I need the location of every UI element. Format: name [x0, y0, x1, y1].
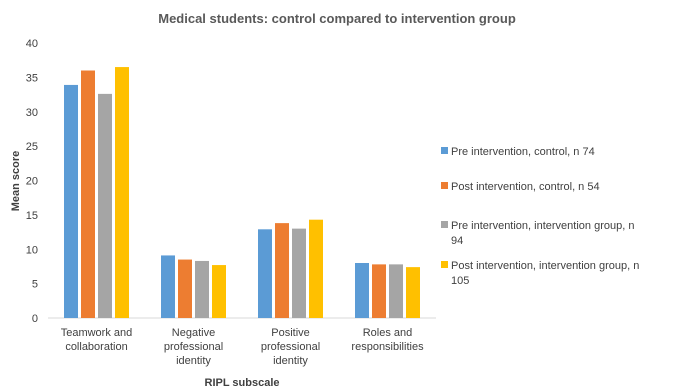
y-tick-label: 30 [26, 107, 38, 119]
bar [275, 223, 289, 318]
bar [406, 267, 420, 318]
chart-title: Medical students: control compared to in… [158, 11, 516, 26]
y-tick-label: 25 [26, 141, 38, 153]
legend-label: Post intervention, intervention group, n… [451, 260, 639, 287]
x-category-label-line: Positive [271, 327, 310, 339]
legend-label-line: Pre intervention, intervention group, n [451, 220, 634, 232]
x-category-label-line: identity [176, 355, 211, 367]
bar [292, 228, 306, 318]
plot-area: 0 5 10 15 20 25 30 35 40 Teamwork and collaboratio… [26, 38, 436, 367]
bar [389, 264, 403, 318]
bar [309, 219, 323, 318]
legend-label-line: 94 [451, 235, 463, 247]
y-tick-label: 10 [26, 244, 38, 256]
bar [81, 70, 95, 318]
y-axis-title: Mean score [10, 151, 22, 212]
x-category-label: Teamwork and collaboration [61, 327, 133, 353]
x-axis-title: RIPL subscale [205, 377, 280, 389]
y-tick-label: 15 [26, 210, 38, 222]
x-category-label-line: collaboration [65, 341, 127, 353]
bar [258, 229, 272, 318]
x-category-label-line: identity [273, 355, 308, 367]
bar [115, 67, 129, 318]
bar [372, 264, 386, 318]
x-category-label-line: Negative [172, 327, 215, 339]
x-category-label: Roles and responsibilities [351, 327, 424, 353]
bar [355, 263, 369, 318]
legend-label-line: Post intervention, intervention group, n [451, 260, 639, 272]
x-category-label-line: Teamwork and [61, 327, 133, 339]
legend-label-line: 105 [451, 275, 469, 287]
y-tick-label: 0 [32, 313, 38, 325]
x-category-label-line: Roles and [363, 327, 413, 339]
legend-swatch [441, 261, 448, 268]
legend-label-line: Post intervention, control, n 54 [451, 181, 600, 193]
legend-swatch [441, 182, 448, 189]
legend-swatch [441, 221, 448, 228]
y-tick-label: 20 [26, 176, 38, 188]
bar [98, 93, 112, 318]
y-tick-label: 40 [26, 38, 38, 50]
x-category-label: Positive professional identity [261, 327, 320, 367]
legend: Pre intervention, control, n 74 Post inte… [441, 146, 639, 287]
bar [212, 265, 226, 318]
bar [64, 84, 78, 318]
x-category-label-line: professional [164, 341, 223, 353]
bar [178, 259, 192, 318]
bar [161, 255, 175, 318]
y-tick-label: 5 [32, 279, 38, 291]
x-category-label-line: responsibilities [351, 341, 424, 353]
legend-label-line: Pre intervention, control, n 74 [451, 146, 595, 158]
legend-swatch [441, 147, 448, 154]
legend-label: Post intervention, control, n 54 [451, 181, 600, 193]
legend-label: Pre intervention, intervention group, n 9… [451, 220, 634, 247]
bar [195, 260, 209, 318]
x-category-label-line: professional [261, 341, 320, 353]
legend-label: Pre intervention, control, n 74 [451, 146, 595, 158]
x-category-label: Negative professional identity [164, 327, 223, 367]
y-tick-label: 35 [26, 72, 38, 84]
